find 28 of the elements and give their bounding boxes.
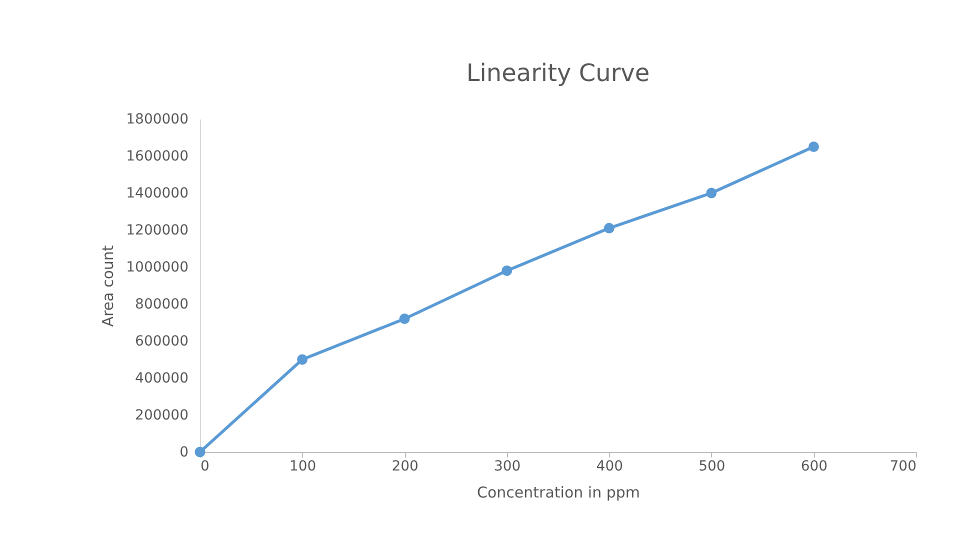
point <box>399 314 410 324</box>
y-tick-label: 1800000 <box>126 112 188 128</box>
y-axis-title: Area count <box>99 245 118 327</box>
y-tick-label: 200000 <box>135 408 188 424</box>
point <box>194 446 206 458</box>
y-tick-label: 0 <box>180 444 188 460</box>
x-tick-label: 300 <box>494 458 521 474</box>
point <box>297 354 308 365</box>
x-tick-label: 100 <box>289 458 316 474</box>
y-tick-label: 600000 <box>135 334 188 350</box>
y-tick-label: 1200000 <box>126 222 188 238</box>
y-tick-label: 1600000 <box>126 148 188 164</box>
y-tick-label: 400000 <box>135 370 188 386</box>
point <box>706 188 717 198</box>
y-tick-label: 800000 <box>135 296 188 312</box>
x-tick-label: 0 <box>200 458 210 474</box>
x-axis-title: Concentration in ppm <box>477 484 640 502</box>
x-tick-label: 400 <box>596 458 624 474</box>
x-tick-label: 700 <box>890 458 916 474</box>
point <box>808 142 819 152</box>
chart-title: Linearity Curve <box>466 59 650 87</box>
x-tick-label: 200 <box>392 458 418 474</box>
point <box>604 222 614 234</box>
y-tick-label: 1000000 <box>126 260 188 276</box>
point <box>502 265 512 276</box>
x-tick-label: 500 <box>698 458 726 474</box>
y-tick-label: 1400000 <box>126 186 188 202</box>
x-tick-label: 600 <box>800 458 828 474</box>
